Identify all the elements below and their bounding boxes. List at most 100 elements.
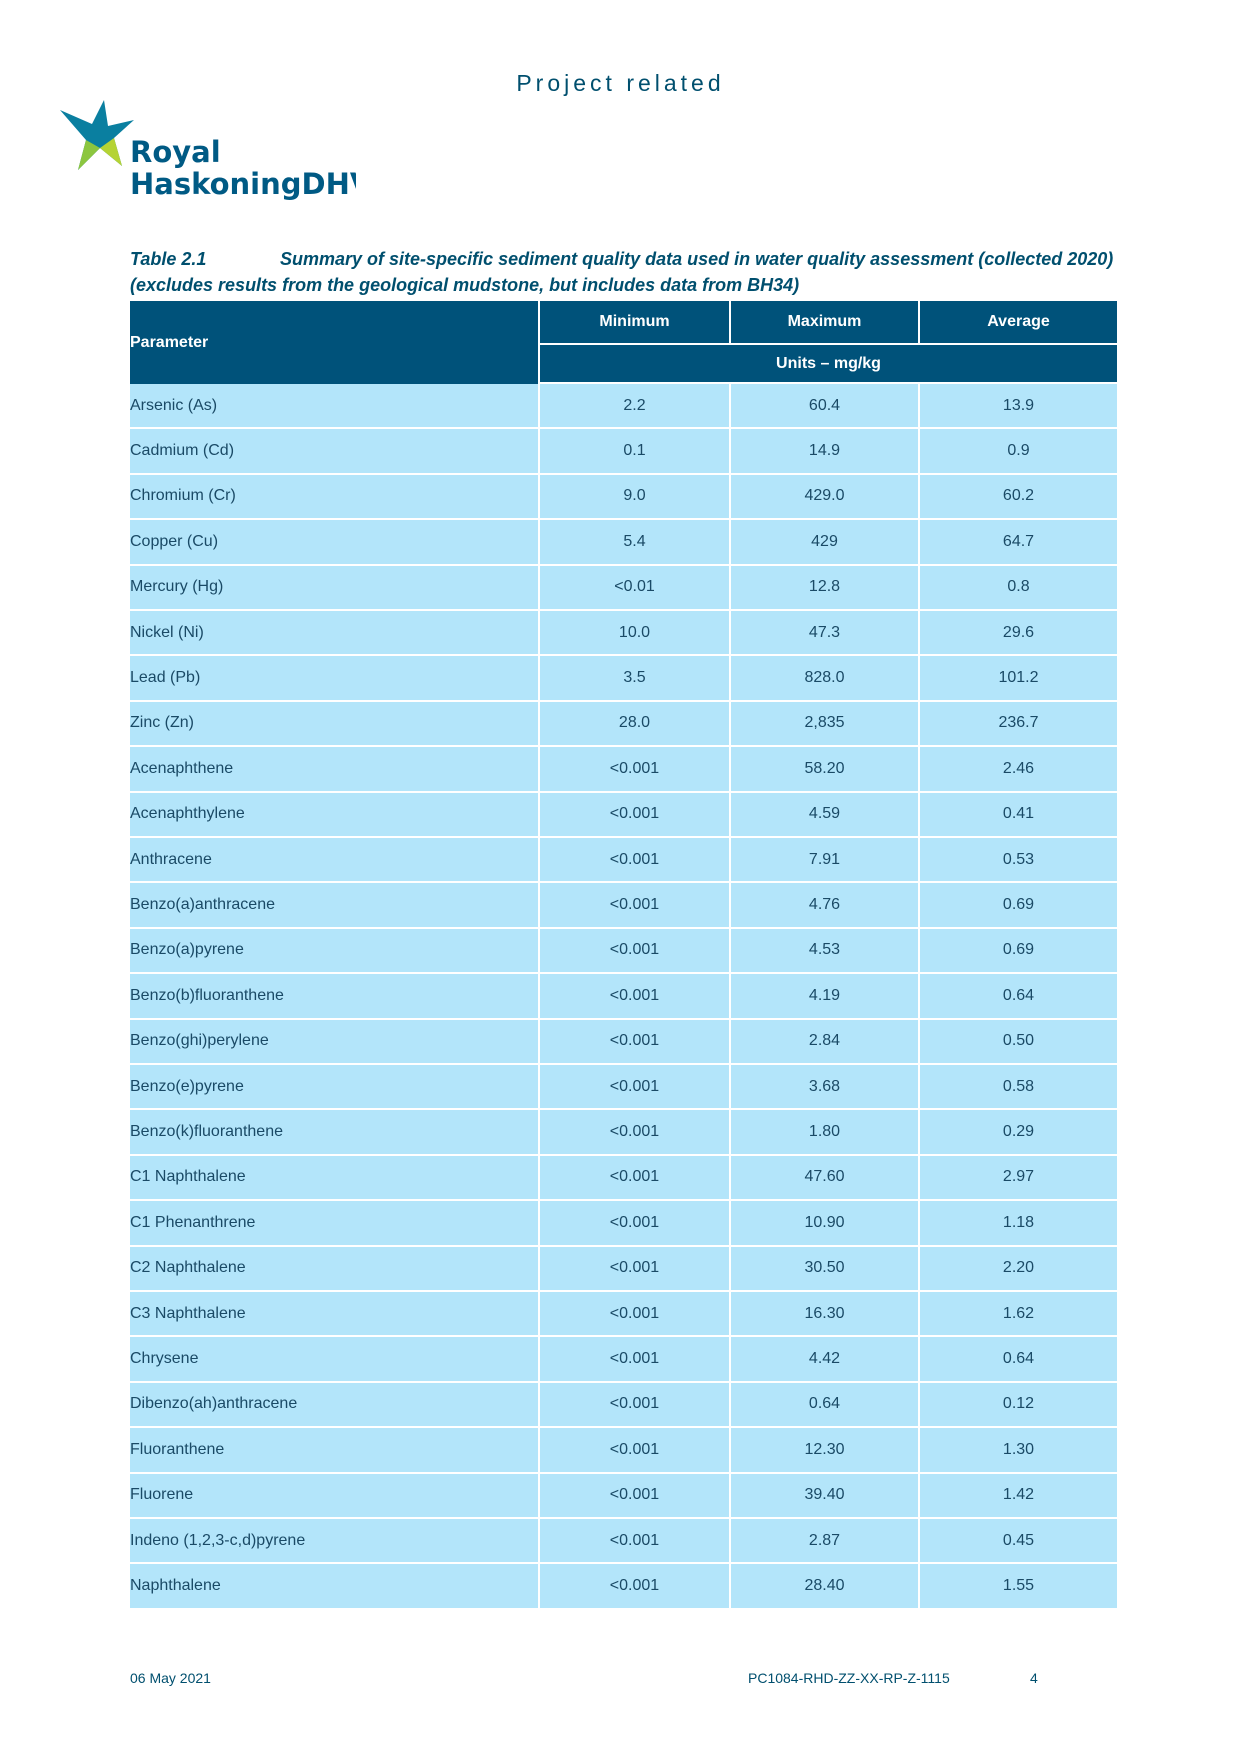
parameter-cell: Naphthalene xyxy=(130,1564,538,1608)
value-cell: <0.001 xyxy=(540,1292,729,1336)
value-cell: 16.30 xyxy=(731,1292,918,1336)
value-cell: <0.001 xyxy=(540,838,729,882)
value-cell: 0.29 xyxy=(920,1110,1117,1154)
parameter-cell: Benzo(a)anthracene xyxy=(130,883,538,927)
logo-text: Royal xyxy=(130,135,221,169)
footer-date: 06 May 2021 xyxy=(130,1670,211,1686)
parameter-cell: Nickel (Ni) xyxy=(130,611,538,655)
value-cell: <0.001 xyxy=(540,974,729,1018)
value-cell: <0.001 xyxy=(540,1564,729,1608)
value-cell: <0.001 xyxy=(540,1065,729,1109)
value-cell: 3.5 xyxy=(540,656,729,700)
value-cell: <0.001 xyxy=(540,747,729,791)
logo-text: HaskoningDHV xyxy=(130,167,356,201)
value-cell: 1.55 xyxy=(920,1564,1117,1608)
value-cell: <0.001 xyxy=(540,1428,729,1472)
logo-star xyxy=(60,100,134,170)
parameter-cell: Benzo(ghi)perylene xyxy=(130,1019,538,1063)
value-cell: 1.80 xyxy=(731,1110,918,1154)
value-cell: 10.0 xyxy=(540,611,729,655)
value-cell: 29.6 xyxy=(920,611,1117,655)
parameter-cell: Chrysene xyxy=(130,1337,538,1381)
value-cell: 64.7 xyxy=(920,520,1117,564)
parameter-cell: Acenaphthylene xyxy=(130,792,538,836)
parameter-cell: C2 Naphthalene xyxy=(130,1246,538,1290)
value-cell: 12.8 xyxy=(731,565,918,609)
value-cell: 2.84 xyxy=(731,1019,918,1063)
value-cell: 3.68 xyxy=(731,1065,918,1109)
parameter-cell: Acenaphthene xyxy=(130,747,538,791)
parameter-cell: C3 Naphthalene xyxy=(130,1292,538,1336)
value-cell: 28.0 xyxy=(540,701,729,746)
value-cell: 4.19 xyxy=(731,974,918,1018)
table-caption: Table 2.1 Summary of site-specific sedime… xyxy=(130,246,1120,298)
value-cell: 0.69 xyxy=(920,928,1117,973)
value-cell: 0.12 xyxy=(920,1382,1117,1427)
value-cell: <0.001 xyxy=(540,883,729,927)
value-cell: 1.62 xyxy=(920,1292,1117,1336)
value-cell: 10.90 xyxy=(731,1201,918,1245)
value-cell: 5.4 xyxy=(540,520,729,564)
value-cell: 2.2 xyxy=(540,384,729,428)
value-cell: 0.41 xyxy=(920,792,1117,836)
parameter-cell: Anthracene xyxy=(130,838,538,882)
parameter-cell: C1 Naphthalene xyxy=(130,1155,538,1200)
parameter-cell: Copper (Cu) xyxy=(130,520,538,564)
value-cell: <0.001 xyxy=(540,1110,729,1154)
value-cell: 4.59 xyxy=(731,792,918,836)
value-cell: 2.87 xyxy=(731,1519,918,1563)
value-cell: <0.001 xyxy=(540,1019,729,1063)
header-units: Units – mg/kg xyxy=(540,345,1117,382)
value-cell: 1.30 xyxy=(920,1428,1117,1472)
value-cell: 429 xyxy=(731,520,918,564)
value-cell: 429.0 xyxy=(731,474,918,519)
logo: Royal HaskoningDHV xyxy=(60,100,356,201)
value-cell: 0.64 xyxy=(920,974,1117,1018)
header-title: Project related xyxy=(516,70,725,96)
value-cell: 60.2 xyxy=(920,474,1117,519)
caption-label: Table 2.1 xyxy=(130,249,207,269)
logo-star-leaf xyxy=(100,138,122,166)
value-cell: 0.64 xyxy=(731,1382,918,1427)
parameter-cell: Lead (Pb) xyxy=(130,656,538,700)
parameter-cell: Chromium (Cr) xyxy=(130,474,538,519)
header-column: Minimum xyxy=(540,301,729,343)
parameter-cell: Cadmium (Cd) xyxy=(130,429,538,473)
value-cell: 4.76 xyxy=(731,883,918,927)
header-parameter: Parameter xyxy=(130,301,538,384)
value-cell: 7.91 xyxy=(731,838,918,882)
value-cell: 1.18 xyxy=(920,1201,1117,1245)
value-cell: 236.7 xyxy=(920,701,1117,746)
value-cell: <0.001 xyxy=(540,928,729,973)
value-cell: 0.53 xyxy=(920,838,1117,882)
value-cell: <0.001 xyxy=(540,1246,729,1290)
value-cell: 47.3 xyxy=(731,611,918,655)
parameter-cell: Benzo(k)fluoranthene xyxy=(130,1110,538,1154)
value-cell: 47.60 xyxy=(731,1155,918,1200)
parameter-cell: C1 Phenanthrene xyxy=(130,1201,538,1245)
value-cell: 0.64 xyxy=(920,1337,1117,1381)
value-cell: 2.97 xyxy=(920,1155,1117,1200)
caption-text: Summary of site-specific sediment qualit… xyxy=(130,249,1114,295)
value-cell: <0.001 xyxy=(540,792,729,836)
value-cell: <0.001 xyxy=(540,1519,729,1563)
value-cell: 0.58 xyxy=(920,1065,1117,1109)
value-cell: 2,835 xyxy=(731,701,918,746)
value-cell: <0.001 xyxy=(540,1382,729,1427)
value-cell: 1.42 xyxy=(920,1473,1117,1517)
value-cell: 0.50 xyxy=(920,1019,1117,1063)
value-cell: <0.01 xyxy=(540,565,729,609)
header-column: Average xyxy=(920,301,1117,343)
parameter-cell: Fluoranthene xyxy=(130,1428,538,1472)
value-cell: 828.0 xyxy=(731,656,918,700)
value-cell: 0.1 xyxy=(540,429,729,473)
value-cell: 28.40 xyxy=(731,1564,918,1608)
value-cell: 12.30 xyxy=(731,1428,918,1472)
value-cell: <0.001 xyxy=(540,1201,729,1245)
value-cell: <0.001 xyxy=(540,1337,729,1381)
parameter-cell: Benzo(e)pyrene xyxy=(130,1065,538,1109)
parameter-cell: Benzo(a)pyrene xyxy=(130,928,538,973)
footer-page: 4 xyxy=(1030,1670,1038,1686)
value-cell: 14.9 xyxy=(731,429,918,473)
header-column: Maximum xyxy=(731,301,918,343)
